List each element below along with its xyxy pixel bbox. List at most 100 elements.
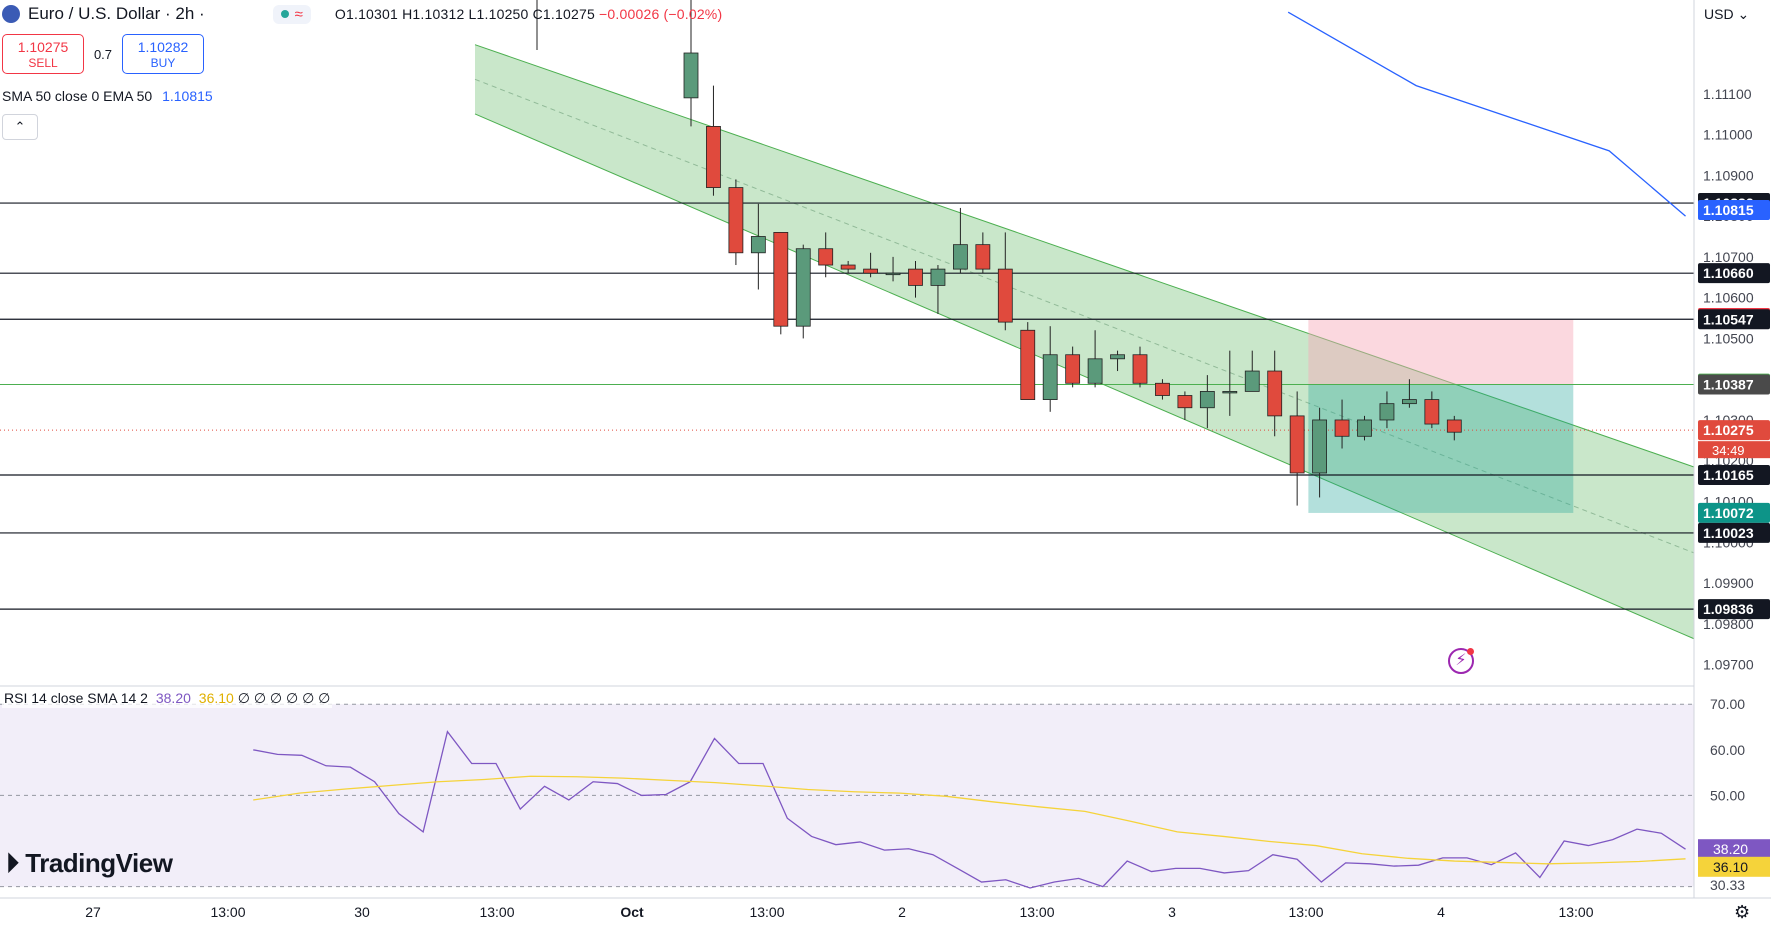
candle-body — [953, 244, 968, 270]
spread-value: 0.7 — [93, 46, 113, 62]
ohlc-open: O1.10301 — [334, 6, 399, 22]
candle-body — [863, 268, 878, 274]
chevron-down-icon: ⌄ — [1737, 6, 1750, 22]
price-label-11: 1.09836 — [1703, 601, 1754, 617]
symbol-title[interactable]: Euro / U.S. Dollar · 2h · — [28, 4, 205, 23]
countdown-bg — [1698, 441, 1770, 459]
candle-body — [1334, 419, 1350, 437]
candle-13 — [975, 232, 991, 274]
y-tick-label-10: 1.10700 — [1703, 249, 1754, 265]
price-label-bg-10 — [1698, 522, 1770, 543]
countdown-label: 34:49 — [1712, 443, 1745, 458]
candle-30 — [1357, 415, 1372, 441]
candle-33 — [1424, 391, 1440, 429]
rsi-tick-2: 50.00 — [1710, 787, 1745, 803]
candle-20 — [1132, 346, 1148, 388]
y-tick-label-8: 1.10500 — [1703, 330, 1754, 346]
eur-usd-flag-icon — [2, 5, 20, 23]
tradingview-logo[interactable]: ⏵ TradingView — [6, 848, 173, 880]
lightning-alert-icon[interactable]: ⚡ — [1448, 648, 1474, 674]
candle-22 — [1177, 391, 1193, 420]
candle-body — [683, 52, 699, 99]
candle-11 — [930, 265, 946, 314]
rsi-sma-line — [253, 775, 1686, 865]
candle-body — [1020, 329, 1036, 400]
candle-body — [975, 244, 991, 270]
buy-label: BUY — [150, 55, 176, 70]
candle-34 — [1446, 415, 1462, 441]
rsi-value-label: 38.20 — [1713, 841, 1748, 857]
price-label-6: 1.10387 — [1703, 376, 1754, 392]
candle-32 — [1402, 379, 1417, 408]
price-label-1: 1.10815 — [1703, 202, 1754, 218]
price-label-bg-2 — [1698, 263, 1770, 284]
buy-button[interactable]: 1.10282 BUY — [122, 34, 204, 74]
currency-selector[interactable]: USD ⌄ — [1704, 6, 1749, 23]
candle-body — [750, 236, 766, 254]
rsi-sma-value-label: 36.10 — [1713, 859, 1748, 875]
logo-text: TradingView — [25, 848, 173, 878]
sell-button[interactable]: 1.10275 SELL — [2, 34, 84, 74]
rsi-tick-0: 70.00 — [1710, 696, 1745, 712]
candle-body — [1446, 419, 1462, 433]
y-tick-label-9: 1.10600 — [1703, 290, 1754, 306]
indicator-legend[interactable]: SMA 50 close 0 EMA 50 1.10815 — [2, 88, 213, 104]
rsi-sma-value: 36.10 — [198, 690, 234, 706]
y-tick-label-14: 1.11100 — [1703, 86, 1752, 102]
candle-body — [1222, 391, 1238, 394]
price-label-bg-8 — [1698, 465, 1770, 486]
candle-body — [1357, 419, 1372, 437]
ohlc-low: L1.10250 — [468, 6, 529, 22]
rsi-tick-4: 30.33 — [1710, 877, 1745, 893]
position-target-zone — [1308, 384, 1574, 513]
main-pane-background — [0, 0, 1694, 685]
candle-10 — [908, 260, 923, 298]
y-tick-label-2: 1.09900 — [1703, 575, 1754, 591]
buy-price: 1.10282 — [137, 38, 189, 55]
sma-50-line — [1287, 11, 1686, 217]
y-tick-label-0: 1.09700 — [1703, 657, 1754, 673]
candle-24 — [1222, 350, 1238, 416]
x-tick-label-2: 30 — [354, 904, 370, 920]
gear-icon[interactable]: ⚙ — [1734, 902, 1751, 922]
candle-body — [1289, 415, 1305, 474]
candle-9 — [885, 256, 901, 282]
candle-body — [1155, 382, 1170, 396]
candle-1 — [706, 85, 721, 196]
indicator-value: 1.10815 — [162, 88, 213, 104]
candle-body — [1132, 354, 1148, 384]
sell-label: SELL — [28, 55, 58, 70]
candle-19 — [1110, 350, 1125, 372]
candle-17 — [1065, 346, 1081, 388]
x-tick-label-7: 13:00 — [1019, 904, 1054, 920]
price-label-bg-7 — [1698, 420, 1770, 441]
chevron-up-icon[interactable]: ⌃ — [2, 114, 38, 140]
rsi-label: RSI 14 close SMA 14 2 — [4, 690, 148, 706]
candle-4 — [773, 232, 789, 335]
candle-5 — [795, 244, 811, 339]
channel-lower-line — [474, 113, 1695, 640]
price-label-bg-9 — [1698, 502, 1770, 523]
x-tick-label-9: 13:00 — [1288, 904, 1323, 920]
price-label-8: 1.10165 — [1703, 467, 1754, 483]
candle-18 — [1087, 330, 1103, 388]
candle-body — [1177, 395, 1193, 409]
y-tick-label-12: 1.10900 — [1703, 167, 1754, 183]
candle-body — [1379, 403, 1395, 421]
rsi-sma-value-bg — [1698, 856, 1770, 877]
candle-body — [1244, 370, 1260, 392]
candle-body — [1042, 354, 1058, 400]
market-open-dot-icon — [280, 10, 289, 18]
candle-6 — [818, 232, 834, 278]
candle-body — [1065, 354, 1081, 384]
candle-16 — [1042, 326, 1058, 412]
sell-price: 1.10275 — [17, 38, 69, 55]
candle-body — [1087, 358, 1103, 384]
candle-3 — [750, 203, 766, 290]
market-status-badge[interactable]: ≈ — [272, 4, 311, 24]
ohlc-readout: O1.10301 H1.10312 L1.10250 C1.10275 −0.0… — [335, 6, 722, 22]
candle-28 — [1312, 407, 1327, 498]
price-label-7: 1.10275 — [1703, 422, 1754, 438]
rsi-legend[interactable]: RSI 14 close SMA 14 2 38.20 36.10 ∅ ∅ ∅ … — [2, 689, 333, 708]
